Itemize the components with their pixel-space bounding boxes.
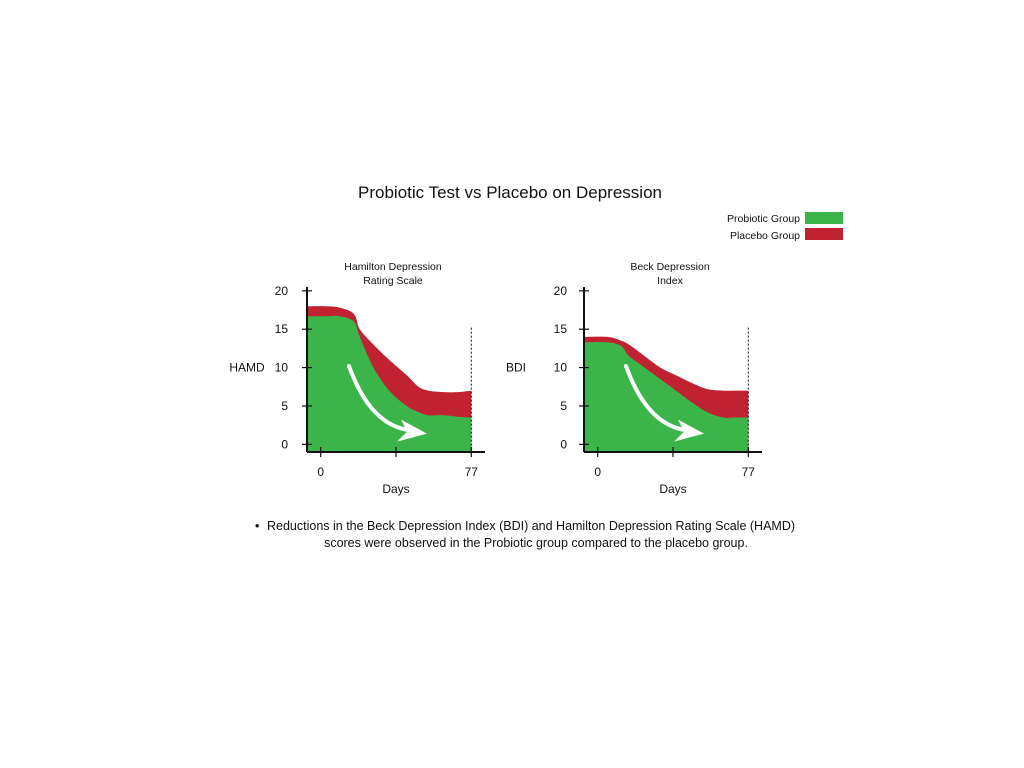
trend-arrow [624,364,692,433]
y-tick-label: 10 [554,361,568,375]
y-tick-label: 15 [275,322,289,336]
panel-title-line: Beck Depression [630,261,710,273]
legend-swatch-placebo [805,228,843,240]
trend-arrowhead [397,419,427,442]
y-axis-label: HAMD [229,361,265,375]
y-tick-label: 15 [554,322,568,336]
x-tick-label: 0 [594,465,601,479]
chart-panel-bdi: 0 5 10 15 20 0 77 Days BDI Beck Depression Index [506,261,762,496]
y-tick-label: 5 [560,399,567,413]
probiotic-area [584,341,749,452]
y-tick-label: 5 [281,399,288,413]
x-tick-label: 0 [317,465,324,479]
y-tick-label: 10 [275,361,289,375]
chart-title: Probiotic Test vs Placebo on Depression [358,183,662,202]
legend-label-probiotic: Probiotic Group [727,213,800,225]
x-axis-label: Days [659,482,686,496]
y-tick-label: 20 [554,284,568,298]
legend-swatch-probiotic [805,212,843,224]
y-tick-label: 0 [281,437,288,451]
footnote-line-1: Reductions in the Beck Depression Index … [267,519,795,533]
panel-title-line: Hamilton Depression [344,261,442,273]
x-tick-label: 77 [742,465,756,479]
x-tick-label: 77 [465,465,479,479]
y-tick-label: 20 [275,284,289,298]
trend-arrow [347,364,415,433]
x-axis-label: Days [382,482,409,496]
trend-arrowhead [674,419,704,442]
chart-panel-hamd: 0 5 10 15 20 0 77 Days HAMD Hamilton Depression Ra… [229,261,485,496]
probiotic-area [307,315,472,452]
legend-label-placebo: Placebo Group [730,230,800,242]
footnote-line-2: scores were observed in the Probiotic gr… [324,536,748,550]
panel-title-line: Rating Scale [363,275,423,287]
footnote: • Reductions in the Beck Depression Inde… [255,519,795,550]
y-axis-label: BDI [506,361,526,375]
footnote-bullet: • [255,519,259,533]
legend: Probiotic Group Placebo Group [727,212,843,242]
panel-title-line: Index [657,275,683,287]
y-tick-label: 0 [560,437,567,451]
